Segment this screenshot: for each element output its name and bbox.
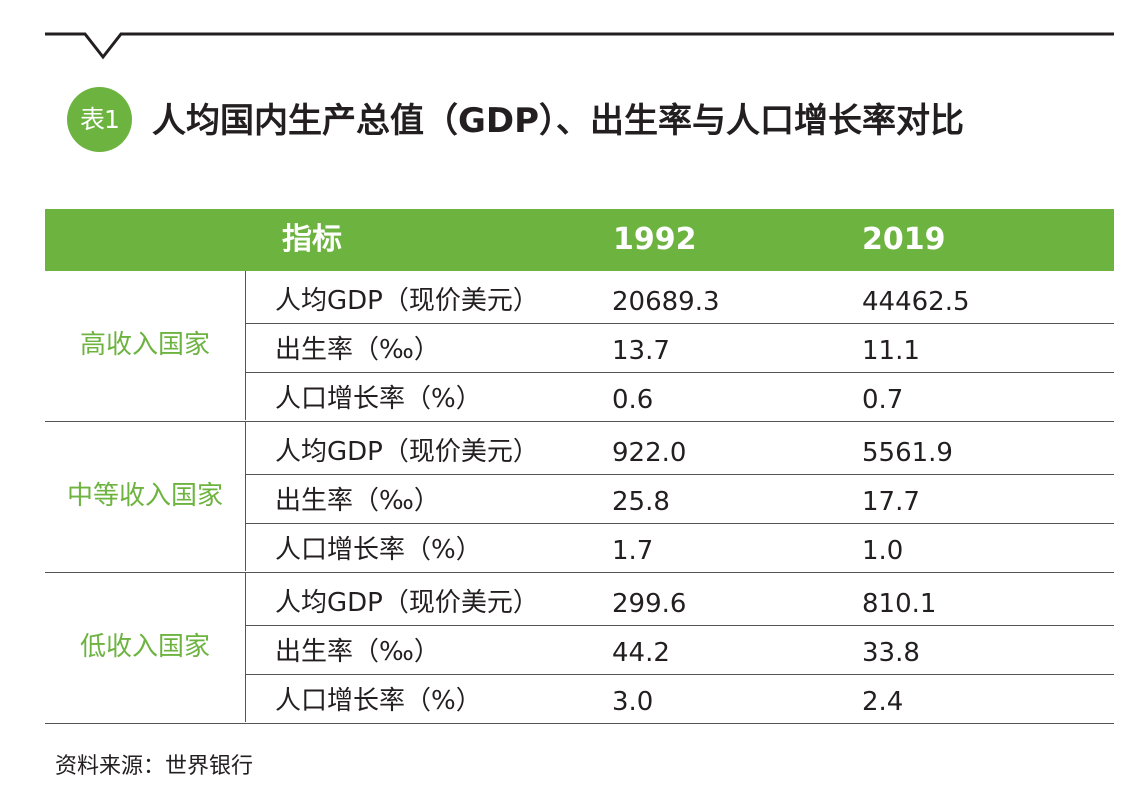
row-indicator: 人口增长率（%） [275,384,482,414]
row-indicator: 出生率（‰） [275,335,440,365]
header-notch-line [45,32,1114,60]
row-indicator: 人均GDP（现价美元） [275,286,539,316]
value-1992: 44.2 [612,638,670,668]
table-header-row: 指标 1992 2019 [45,209,1114,271]
value-2019: 33.8 [862,638,920,668]
comparison-table: 指标 1992 2019 高收入国家 人均GDP（现价美元） 20689.3 4… [45,209,1114,724]
value-1992: 0.6 [612,385,654,415]
value-1992: 922.0 [612,438,687,468]
value-2019: 810.1 [862,589,937,619]
value-1992: 1.7 [612,536,654,566]
page-title: 人均国内生产总值（GDP）、出生率与人口增长率对比 [152,101,965,141]
table-row: 人口增长率（%） 0.6 0.7 [245,373,1114,421]
header-year-1992: 1992 [613,222,697,257]
row-indicator: 人均GDP（现价美元） [275,437,539,467]
value-1992: 3.0 [612,687,654,717]
value-2019: 11.1 [862,336,920,366]
group-name: 高收入国家 [45,271,246,420]
group-middle-income: 中等收入国家 人均GDP（现价美元） 922.0 5561.9 出生率（‰） 2… [45,422,1114,573]
table-row: 人均GDP（现价美元） 299.6 810.1 [245,573,1114,626]
value-2019: 17.7 [862,487,920,517]
source-note: 资料来源：世界银行 [55,754,254,779]
table-row: 出生率（‰） 25.8 17.7 [245,475,1114,524]
group-high-income: 高收入国家 人均GDP（现价美元） 20689.3 44462.5 出生率（‰）… [45,271,1114,422]
table-number-badge: 表1 [67,87,132,152]
table-row: 人均GDP（现价美元） 20689.3 44462.5 [245,271,1114,324]
value-1992: 25.8 [612,487,670,517]
value-2019: 44462.5 [862,287,970,317]
table-row: 人口增长率（%） 3.0 2.4 [245,675,1114,723]
table-row: 人口增长率（%） 1.7 1.0 [245,524,1114,572]
row-indicator: 出生率（‰） [275,637,440,667]
row-indicator: 人均GDP（现价美元） [275,588,539,618]
value-2019: 5561.9 [862,438,953,468]
header-year-2019: 2019 [862,222,946,257]
table-row: 出生率（‰） 44.2 33.8 [245,626,1114,675]
value-1992: 20689.3 [612,287,720,317]
group-name: 低收入国家 [45,573,246,722]
row-indicator: 人口增长率（%） [275,535,482,565]
value-2019: 1.0 [862,536,904,566]
group-low-income: 低收入国家 人均GDP（现价美元） 299.6 810.1 出生率（‰） 44.… [45,573,1114,724]
row-indicator: 人口增长率（%） [275,686,482,716]
table-row: 出生率（‰） 13.7 11.1 [245,324,1114,373]
value-2019: 0.7 [862,385,904,415]
row-indicator: 出生率（‰） [275,486,440,516]
value-2019: 2.4 [862,687,904,717]
table-row: 人均GDP（现价美元） 922.0 5561.9 [245,422,1114,475]
value-1992: 299.6 [612,589,687,619]
group-name: 中等收入国家 [45,422,246,571]
header-indicator: 指标 [282,222,342,257]
value-1992: 13.7 [612,336,670,366]
